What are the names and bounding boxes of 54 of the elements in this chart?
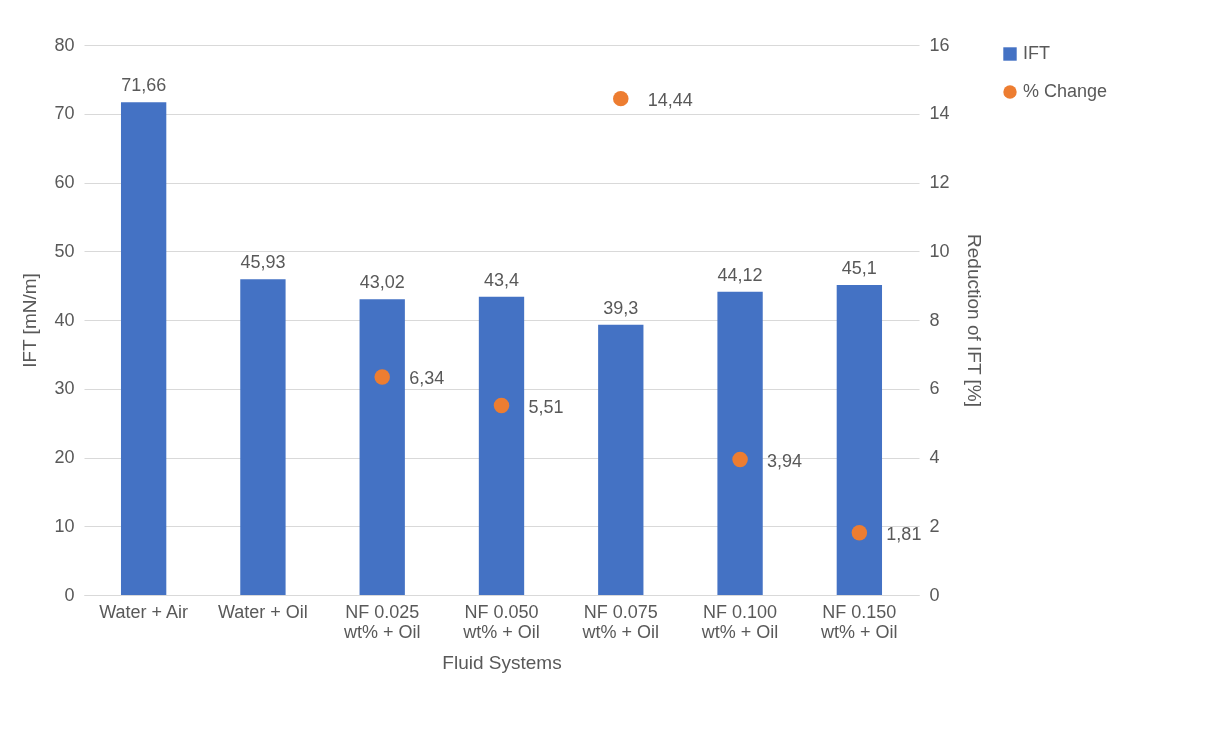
legend-label: % Change <box>1023 81 1108 101</box>
y2-tick-label: 6 <box>929 378 940 399</box>
y-tick-label: 80 <box>54 34 75 55</box>
bar <box>717 291 763 595</box>
legend-label: IFT <box>1023 43 1050 63</box>
y2-tick-label: 4 <box>929 447 940 467</box>
y-tick-label: 50 <box>54 240 75 261</box>
y-tick-label: 20 <box>54 447 75 467</box>
data-label: 3,94 <box>767 450 803 471</box>
bar <box>598 324 644 595</box>
data-label: 43,4 <box>483 269 520 290</box>
y2-tick-label: 2 <box>929 515 940 536</box>
data-label: 6,34 <box>409 368 445 389</box>
data-label: 39,3 <box>603 297 639 318</box>
bar <box>240 279 286 595</box>
point <box>374 369 390 385</box>
y-tick-label: 40 <box>54 309 75 330</box>
point <box>851 525 868 541</box>
x-axis-title: Fluid Systems <box>442 651 562 673</box>
data-label: 1,81 <box>886 523 922 544</box>
y2-tick-label: 10 <box>929 240 950 261</box>
x-tick-label: NF 0.050 wt% + Oil <box>462 601 540 642</box>
y-tick-label: 60 <box>54 172 75 192</box>
y2-tick-label: 16 <box>929 34 950 55</box>
data-label: 14,44 <box>647 89 693 110</box>
y-tick-label: 10 <box>54 515 75 536</box>
x-tick-label: NF 0.075 wt% + Oil <box>581 601 660 642</box>
x-tick-label: NF 0.100 wt% + Oil <box>700 601 779 642</box>
y2-tick-label: 0 <box>929 584 940 605</box>
y-tick-label: 30 <box>54 378 75 399</box>
y-tick-label: 0 <box>64 584 75 605</box>
point <box>613 90 629 107</box>
point <box>493 397 510 414</box>
y-axis-title: IFT [mN/m] <box>19 273 41 368</box>
x-tick-label: Water + Oil <box>218 601 308 622</box>
point <box>732 451 748 468</box>
data-label: 71,66 <box>121 75 167 96</box>
y2-tick-label: 12 <box>929 172 950 192</box>
x-tick-label: Water + Air <box>99 601 189 622</box>
data-label: 5,51 <box>528 396 564 417</box>
data-label: 45,93 <box>240 252 286 273</box>
bar <box>478 296 525 595</box>
y2-axis-title: Reduction of IFT [%] <box>963 234 985 407</box>
y2-tick-label: 14 <box>929 103 950 124</box>
data-label: 44,12 <box>717 264 763 285</box>
data-label: 45,1 <box>841 257 877 278</box>
x-tick-label: NF 0.025 wt% + Oil <box>342 601 421 642</box>
y-tick-label: 70 <box>54 103 75 124</box>
bar <box>359 299 405 595</box>
x-tick-label: NF 0.150 wt% + Oil <box>820 601 898 642</box>
bar <box>836 284 883 595</box>
y2-tick-label: 8 <box>929 309 940 330</box>
bar <box>120 102 167 595</box>
data-label: 43,02 <box>359 272 405 293</box>
